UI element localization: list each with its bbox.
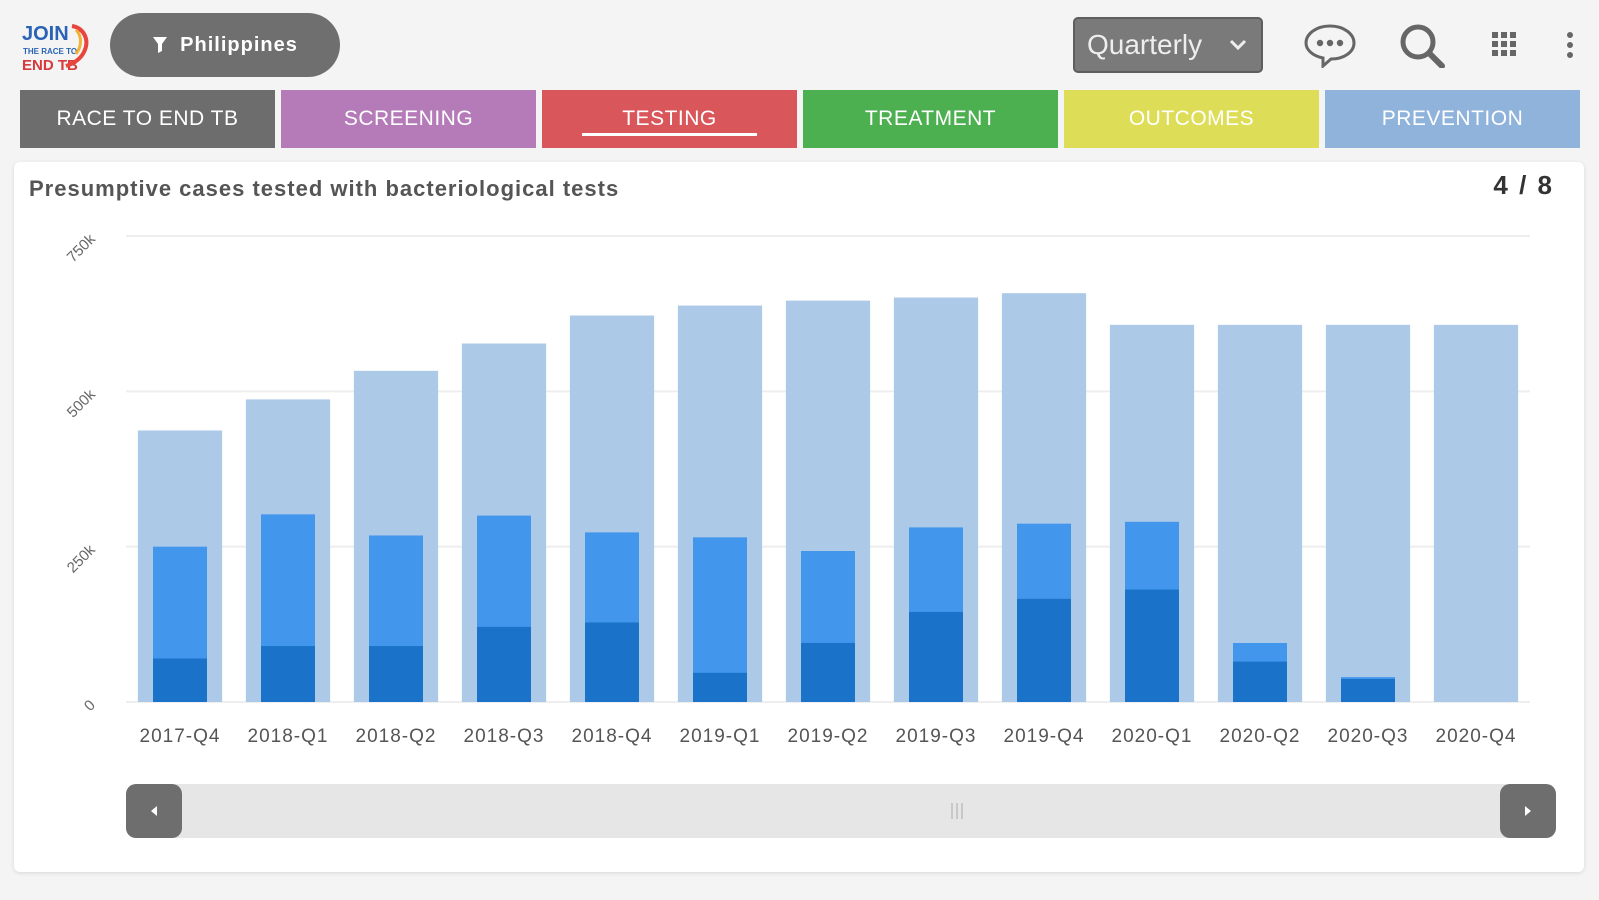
scroll-right-button[interactable]: [1500, 784, 1556, 838]
x-tick-label: 2019-Q4: [1004, 726, 1085, 747]
scroll-grip-icon[interactable]: [948, 802, 966, 820]
bar-series-3: [909, 611, 963, 702]
y-tick-label: 500k: [64, 386, 99, 421]
svg-text:END TB: END TB: [22, 57, 78, 74]
tab-treatment[interactable]: TREATMENT: [803, 90, 1058, 148]
tab-label: TESTING: [622, 107, 717, 130]
bar-series-1: [1217, 324, 1303, 702]
svg-text:JOIN: JOIN: [22, 23, 69, 45]
section-tabs: RACE TO END TB SCREENING TESTING TREATMENT O…: [20, 90, 1580, 148]
bar-series-3: [261, 646, 315, 702]
bar-series-3: [585, 622, 639, 702]
y-tick-label: 750k: [64, 230, 99, 265]
search-icon[interactable]: [1396, 22, 1450, 68]
bar-chart: 0 250k 500k 750k 2017-Q4 2018-Q1 2018-Q2 2018-Q…: [64, 230, 1530, 747]
svg-text:THE RACE TO: THE RACE TO: [23, 47, 77, 56]
tab-label: PREVENTION: [1381, 107, 1524, 130]
x-tick-label: 2018-Q2: [356, 726, 437, 747]
bar-series-3: [1017, 598, 1071, 702]
x-tick-label: 2020-Q4: [1436, 726, 1517, 747]
x-tick-label: 2019-Q1: [680, 726, 761, 747]
tab-label: TREATMENT: [864, 107, 997, 130]
chart-scrollbar[interactable]: [126, 784, 1556, 838]
x-tick-label: 2018-Q3: [464, 726, 545, 747]
tab-prevention[interactable]: PREVENTION: [1325, 90, 1580, 148]
chevron-down-icon: [1229, 39, 1247, 51]
scroll-left-button[interactable]: [126, 784, 182, 838]
x-tick-label: 2019-Q3: [896, 726, 977, 747]
bar-series-1: [1433, 324, 1519, 702]
country-filter-label: Philippines: [180, 33, 298, 56]
chart-title: Presumptive cases tested with bacteriolo…: [29, 176, 620, 201]
join-the-race-logo[interactable]: JOIN THE RACE TO END TB: [20, 20, 92, 74]
tab-testing[interactable]: TESTING: [542, 90, 797, 148]
chart-card: 0 250k 500k 750k 2017-Q4 2018-Q1 2018-Q2 2018-Q…: [14, 162, 1584, 872]
tab-label: SCREENING: [343, 107, 474, 130]
tab-outcomes[interactable]: OUTCOMES: [1064, 90, 1319, 148]
period-select[interactable]: Quarterly: [1073, 17, 1263, 73]
tab-label: RACE TO END TB: [56, 107, 239, 130]
caret-left-icon: [151, 806, 157, 816]
chart-pager: 4 / 8: [1493, 170, 1554, 200]
top-bar: JOIN THE RACE TO END TB Philippines Quar…: [0, 0, 1599, 88]
y-tick-label: 0: [81, 697, 99, 715]
apps-grid-icon[interactable]: [1484, 22, 1524, 68]
tab-race-to-end-tb[interactable]: RACE TO END TB: [20, 90, 275, 148]
x-tick-label: 2018-Q4: [572, 726, 653, 747]
y-tick-label: 250k: [64, 541, 99, 576]
bar-series-3: [477, 626, 531, 702]
bar-series-3: [1341, 679, 1395, 702]
x-tick-label: 2020-Q2: [1220, 726, 1301, 747]
bar-series-1: [1325, 324, 1411, 702]
filter-icon: [153, 37, 168, 53]
bar-series-3: [153, 658, 207, 702]
caret-right-icon: [1525, 806, 1531, 816]
bar-series-3: [1125, 589, 1179, 702]
period-select-value: Quarterly: [1087, 29, 1203, 60]
x-tick-label: 2019-Q2: [788, 726, 869, 747]
x-tick-label: 2017-Q4: [140, 726, 221, 747]
active-tab-underline: [582, 133, 757, 136]
x-tick-label: 2018-Q1: [248, 726, 329, 747]
tab-label: OUTCOMES: [1128, 107, 1255, 130]
country-filter-button[interactable]: Philippines: [110, 13, 340, 77]
tab-screening[interactable]: SCREENING: [281, 90, 536, 148]
x-tick-label: 2020-Q1: [1112, 726, 1193, 747]
bar-series-3: [369, 646, 423, 702]
bar-series-3: [693, 672, 747, 702]
bar-series-3: [801, 642, 855, 702]
more-vertical-icon[interactable]: [1560, 22, 1580, 68]
comment-icon[interactable]: [1303, 22, 1357, 68]
x-tick-label: 2020-Q3: [1328, 726, 1409, 747]
bar-series-3: [1233, 661, 1287, 702]
